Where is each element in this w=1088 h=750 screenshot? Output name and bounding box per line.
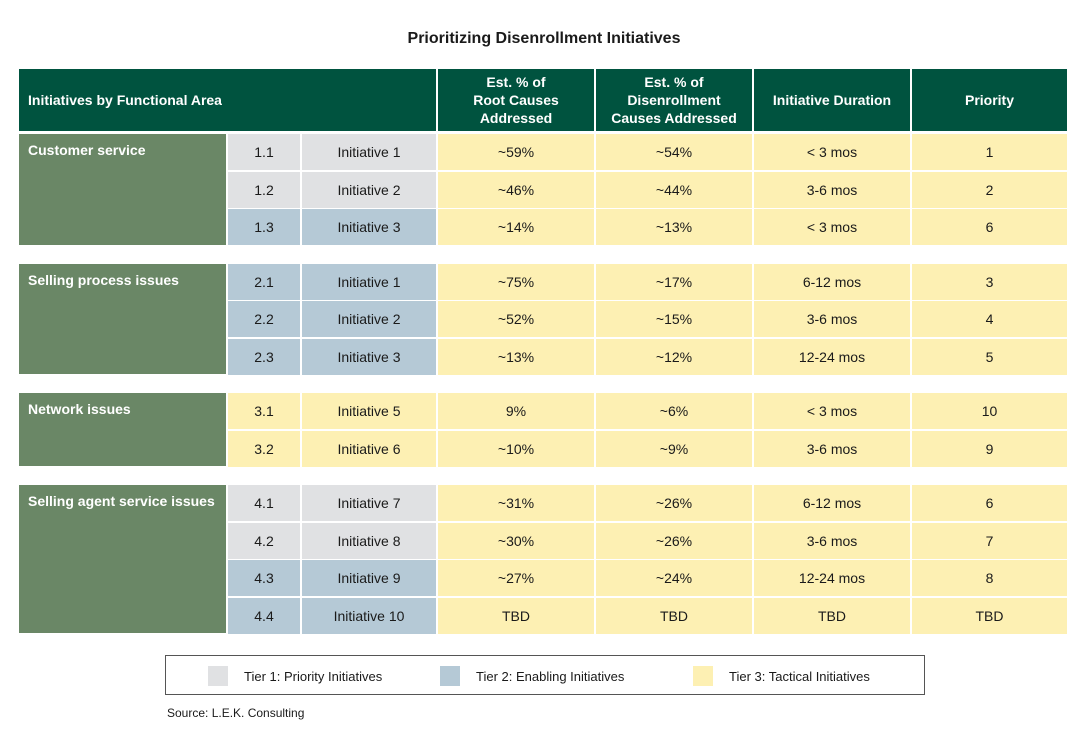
functional-area-label: Selling agent service issues [19,485,226,633]
priority-value: TBD [912,598,1067,634]
legend-label-tier-1: Tier 1: Priority Initiatives [244,668,383,684]
initiative-name: Initiative 7 [302,485,436,521]
initiative-id: 4.1 [228,485,300,521]
header-functional-area: Initiatives by Functional Area [19,69,436,131]
root-causes-value: ~10% [438,431,594,467]
priority-value: 6 [912,209,1067,245]
header-disenrollment-causes: Est. % of Disenrollment Causes Addressed [596,69,752,131]
initiative-id: 4.2 [228,523,300,559]
initiative-name: Initiative 5 [302,393,436,429]
duration-value: 3-6 mos [754,172,910,208]
initiative-name: Initiative 9 [302,560,436,596]
legend-swatch-tier-1 [208,666,228,686]
legend-item-tier-2: Tier 2: Enabling Initiatives [440,666,624,686]
priority-value: 7 [912,523,1067,559]
initiative-id: 1.2 [228,172,300,208]
initiative-name: Initiative 3 [302,339,436,375]
legend-label-tier-2: Tier 2: Enabling Initiatives [476,668,625,684]
disenrollment-value: ~15% [596,301,752,337]
functional-area-label: Network issues [19,393,226,466]
disenrollment-value: ~13% [596,209,752,245]
functional-area-label: Customer service [19,134,226,245]
initiative-name: Initiative 1 [302,264,436,300]
duration-value: 12-24 mos [754,560,910,596]
legend-swatch-tier-2 [440,666,460,686]
root-causes-value: ~14% [438,209,594,245]
priority-value: 10 [912,393,1067,429]
priority-value: 6 [912,485,1067,521]
disenrollment-value: ~26% [596,485,752,521]
root-causes-value: TBD [438,598,594,634]
legend-item-tier-1: Tier 1: Priority Initiatives [208,666,382,686]
duration-value: TBD [754,598,910,634]
initiative-id: 1.3 [228,209,300,245]
duration-value: 3-6 mos [754,523,910,559]
duration-value: < 3 mos [754,209,910,245]
disenrollment-value: ~17% [596,264,752,300]
duration-value: 3-6 mos [754,431,910,467]
initiative-name: Initiative 2 [302,301,436,337]
priority-value: 4 [912,301,1067,337]
root-causes-value: 9% [438,393,594,429]
duration-value: 6-12 mos [754,485,910,521]
root-causes-value: ~31% [438,485,594,521]
root-causes-value: ~30% [438,523,594,559]
initiative-name: Initiative 1 [302,134,436,170]
header-duration: Initiative Duration [754,69,910,131]
priority-value: 8 [912,560,1067,596]
initiative-id: 4.4 [228,598,300,634]
legend-label-tier-3: Tier 3: Tactical Initiatives [729,668,870,684]
initiative-id: 2.1 [228,264,300,300]
header-root-causes: Est. % of Root Causes Addressed [438,69,594,131]
chart-title: Prioritizing Disenrollment Initiatives [407,30,681,47]
root-causes-value: ~46% [438,172,594,208]
root-causes-value: ~59% [438,134,594,170]
root-causes-value: ~27% [438,560,594,596]
disenrollment-value: ~26% [596,523,752,559]
functional-area-label: Selling process issues [19,263,226,374]
initiative-id: 3.1 [228,393,300,429]
disenrollment-value: ~24% [596,560,752,596]
root-causes-value: ~75% [438,264,594,300]
disenrollment-value: ~44% [596,172,752,208]
initiative-name: Initiative 8 [302,523,436,559]
disenrollment-value: ~9% [596,431,752,467]
duration-value: 6-12 mos [754,264,910,300]
legend-swatch-tier-3 [693,666,713,686]
header-priority: Priority [912,69,1067,131]
legend-item-tier-3: Tier 3: Tactical Initiatives [693,666,870,686]
duration-value: < 3 mos [754,393,910,429]
priority-value: 3 [912,264,1067,300]
initiative-name: Initiative 2 [302,172,436,208]
source-note: Source: L.E.K. Consulting [167,706,305,720]
priority-value: 5 [912,339,1067,375]
duration-value: < 3 mos [754,134,910,170]
initiative-id: 3.2 [228,431,300,467]
priority-value: 9 [912,431,1067,467]
initiative-id: 2.2 [228,301,300,337]
priority-value: 2 [912,172,1067,208]
root-causes-value: ~52% [438,301,594,337]
initiative-id: 4.3 [228,560,300,596]
legend: Tier 1: Priority Initiatives Tier 2: Ena… [165,655,925,695]
disenrollment-value: TBD [596,598,752,634]
initiative-id: 1.1 [228,134,300,170]
disenrollment-value: ~6% [596,393,752,429]
initiative-name: Initiative 6 [302,431,436,467]
duration-value: 12-24 mos [754,339,910,375]
root-causes-value: ~13% [438,339,594,375]
initiative-id: 2.3 [228,339,300,375]
duration-value: 3-6 mos [754,301,910,337]
disenrollment-value: ~12% [596,339,752,375]
priority-value: 1 [912,134,1067,170]
initiative-name: Initiative 3 [302,209,436,245]
disenrollment-value: ~54% [596,134,752,170]
initiative-name: Initiative 10 [302,598,436,634]
